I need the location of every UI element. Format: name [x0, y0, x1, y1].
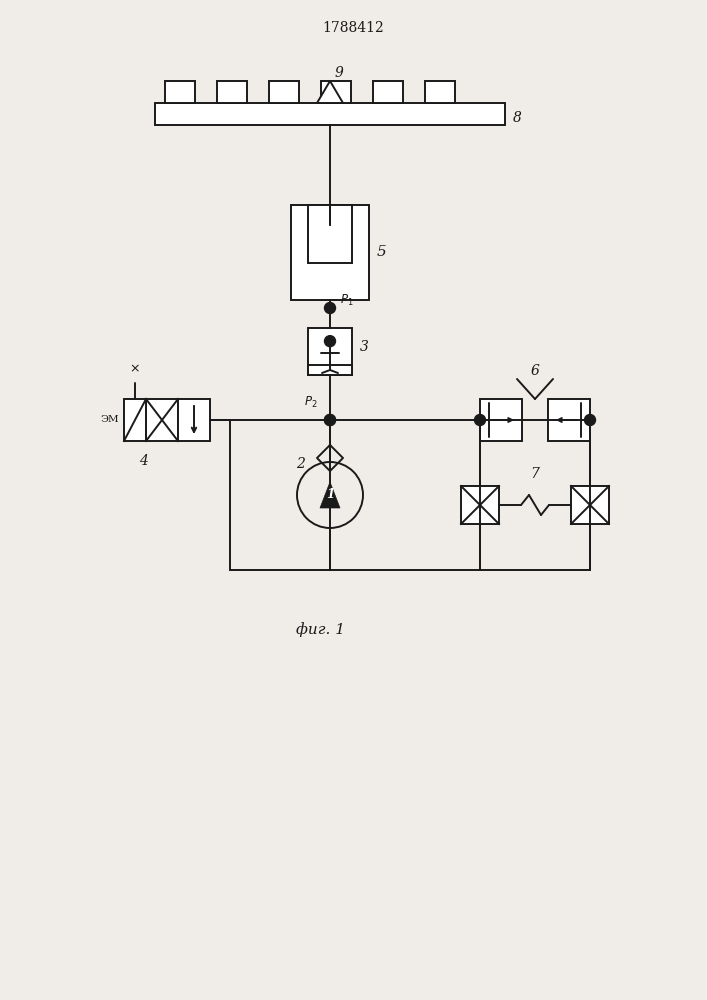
Bar: [571, 486, 609, 524]
Circle shape: [325, 336, 336, 347]
Text: 8: 8: [513, 111, 522, 125]
Bar: [269, 81, 299, 103]
Text: фuг. 1: фuг. 1: [296, 623, 344, 637]
Bar: [321, 81, 351, 103]
Bar: [548, 399, 590, 441]
Bar: [308, 328, 352, 375]
Bar: [217, 81, 247, 103]
Polygon shape: [320, 482, 340, 508]
Text: ×: ×: [130, 362, 140, 375]
Circle shape: [325, 414, 336, 426]
Bar: [308, 365, 352, 375]
Text: 1: 1: [326, 488, 334, 502]
Text: 4: 4: [139, 454, 148, 468]
Bar: [165, 81, 195, 103]
Circle shape: [474, 414, 486, 426]
Circle shape: [325, 302, 336, 314]
Text: $P_2$: $P_2$: [305, 394, 318, 410]
Bar: [291, 205, 369, 300]
Text: 3: 3: [360, 340, 369, 354]
Bar: [124, 399, 146, 441]
Text: 7: 7: [530, 467, 539, 481]
Bar: [373, 81, 403, 103]
Bar: [308, 205, 352, 263]
Text: $P_1$: $P_1$: [340, 292, 354, 308]
Circle shape: [325, 414, 336, 426]
Polygon shape: [317, 81, 343, 103]
Text: 1788412: 1788412: [322, 21, 385, 35]
Text: 9: 9: [335, 66, 344, 80]
Bar: [146, 399, 178, 441]
Circle shape: [585, 414, 595, 426]
Text: 6: 6: [530, 364, 539, 378]
Text: ЭМ: ЭМ: [100, 416, 119, 424]
Bar: [480, 399, 522, 441]
Text: 2: 2: [296, 457, 305, 471]
Bar: [461, 486, 499, 524]
Bar: [425, 81, 455, 103]
Bar: [178, 399, 210, 441]
Text: 5: 5: [377, 245, 387, 259]
Bar: [155, 103, 505, 125]
